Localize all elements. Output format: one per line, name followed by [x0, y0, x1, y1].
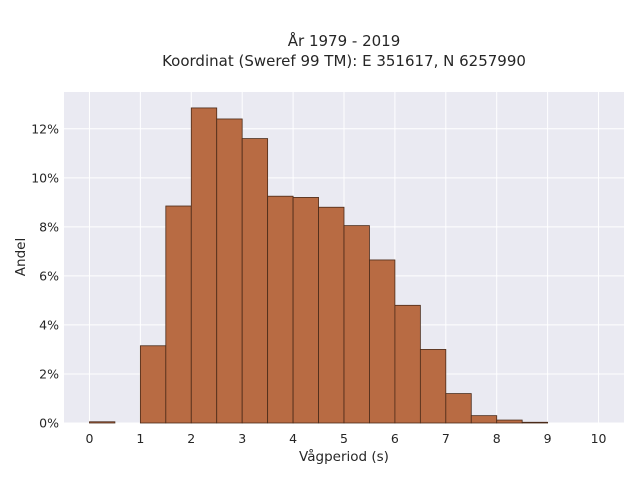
y-tick-label: 12% [31, 121, 59, 136]
histogram-bar [318, 206, 345, 424]
y-tick-label: 2% [39, 366, 59, 381]
y-axis-label: Andel [13, 238, 29, 276]
histogram-bar [190, 107, 218, 424]
histogram-bar [445, 393, 472, 424]
histogram-bar [394, 304, 421, 424]
histogram-bar [470, 415, 498, 424]
histogram-bar [496, 419, 523, 424]
x-tick-label: 7 [442, 431, 450, 446]
y-tick-label: 6% [39, 268, 59, 283]
histogram-bar [521, 421, 549, 424]
x-tick-label: 9 [544, 431, 552, 446]
x-tick-label: 2 [187, 431, 195, 446]
x-tick-label: 4 [289, 431, 297, 446]
histogram-bar [241, 138, 269, 424]
histogram-bar [343, 225, 370, 424]
x-tick-label: 1 [136, 431, 144, 446]
histogram-bar [89, 421, 116, 424]
chart-subtitle: Koordinat (Sweref 99 TM): E 351617, N 62… [162, 52, 526, 70]
x-tick-label: 6 [391, 431, 399, 446]
histogram-bar [165, 205, 192, 424]
x-tick-label: 8 [493, 431, 501, 446]
histogram-bar [139, 345, 167, 424]
x-tick-label: 0 [85, 431, 93, 446]
x-tick-label: 5 [340, 431, 348, 446]
histogram-bar [369, 259, 396, 424]
y-axis-ticks: 0% 2% 4% 6% 8% 10% 12% [31, 121, 59, 430]
histogram-bar [292, 197, 319, 424]
x-axis-ticks: 0 1 2 3 4 5 6 7 8 9 10 [85, 431, 606, 446]
histogram-bar [216, 118, 243, 424]
chart-title: År 1979 - 2019 [288, 31, 401, 50]
y-tick-label: 0% [39, 416, 59, 431]
x-tick-label: 3 [238, 431, 246, 446]
y-tick-label: 8% [39, 219, 59, 234]
x-axis-label: Vågperiod (s) [299, 448, 389, 465]
histogram-bar [419, 349, 447, 424]
bars [89, 107, 549, 424]
y-tick-label: 4% [39, 317, 59, 332]
histogram-bar [267, 195, 294, 424]
x-tick-label: 10 [591, 431, 607, 446]
y-tick-label: 10% [31, 170, 59, 185]
